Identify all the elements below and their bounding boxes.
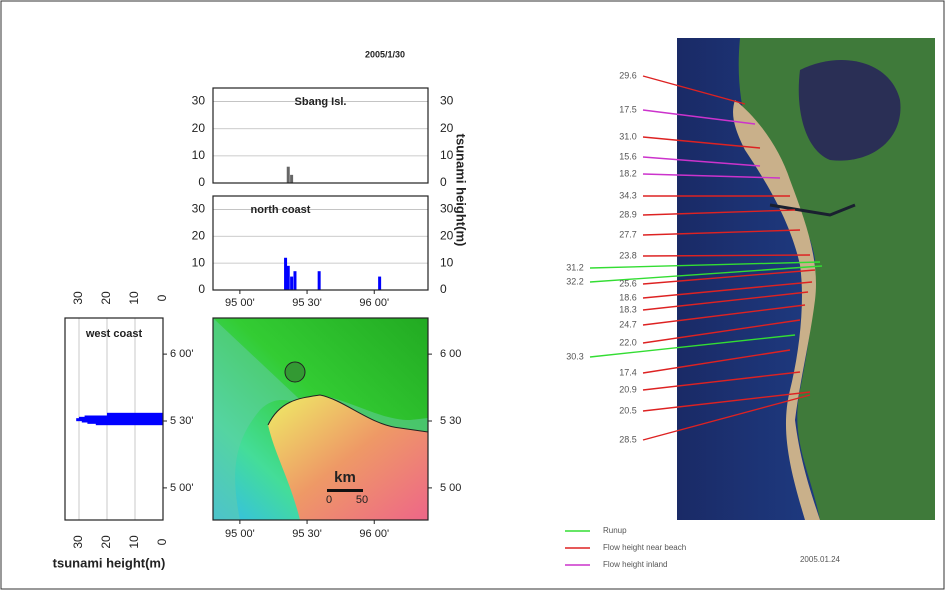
page: 2005/1/30 0 0 10 10 20 20 30 30 Sbang Isl. 0 0 10 10… bbox=[0, 0, 945, 590]
height-label: 15.6 bbox=[619, 151, 637, 161]
y2-tick-label: 10 bbox=[440, 148, 454, 162]
legend-label: Flow height near beach bbox=[603, 543, 686, 552]
height-label: 25.6 bbox=[619, 278, 637, 288]
y-tick-label: 30 bbox=[192, 94, 206, 108]
height-label: 31.0 bbox=[619, 131, 637, 141]
y-tick-label: 10 bbox=[192, 255, 206, 269]
bar bbox=[287, 167, 290, 183]
scale-bar bbox=[327, 489, 363, 492]
x-tick-label: 96 00' bbox=[359, 297, 389, 309]
bar bbox=[318, 271, 321, 290]
y-tick-label: 6 00 bbox=[440, 348, 461, 360]
height-label: 20.5 bbox=[619, 405, 637, 415]
x-tick-label-bottom: 10 bbox=[127, 535, 141, 549]
bar bbox=[96, 422, 163, 425]
y-tick-label: 6 00' bbox=[170, 348, 194, 360]
y-tick-label: 5 30 bbox=[440, 415, 461, 427]
y-tick-label: 30 bbox=[192, 202, 206, 216]
height-label: 28.9 bbox=[619, 209, 637, 219]
bar bbox=[290, 277, 293, 290]
x-tick-label: 95 30' bbox=[292, 297, 322, 309]
bar bbox=[107, 413, 163, 416]
legend-label: Flow height inland bbox=[603, 560, 667, 569]
bar bbox=[284, 258, 287, 290]
map-image bbox=[213, 318, 428, 520]
height-label: 28.5 bbox=[619, 434, 637, 444]
height-label: 17.4 bbox=[619, 367, 637, 377]
scale-label: 0 bbox=[326, 494, 332, 506]
x-tick-label-top: 20 bbox=[99, 291, 113, 305]
y2-tick-label: 0 bbox=[440, 282, 447, 296]
height-label: 24.7 bbox=[619, 319, 637, 329]
panel-title: Sbang Isl. bbox=[295, 96, 347, 108]
x-tick-label-bottom: 30 bbox=[71, 535, 85, 549]
height-label: 18.2 bbox=[619, 168, 637, 178]
y-tick-label: 5 00 bbox=[440, 482, 461, 494]
y-tick-label: 20 bbox=[192, 121, 206, 135]
satellite-image bbox=[677, 38, 935, 520]
height-label: 20.9 bbox=[619, 384, 637, 394]
x-tick-label-top: 10 bbox=[127, 291, 141, 305]
y-tick-label: 0 bbox=[198, 282, 205, 296]
panel-title: north coast bbox=[251, 204, 311, 216]
height-label: 18.6 bbox=[619, 292, 637, 302]
x-axis-label: tsunami height(m) bbox=[53, 555, 166, 570]
x-tick-label: 95 00' bbox=[225, 297, 255, 309]
bar bbox=[293, 271, 296, 290]
y-tick-label: 5 00' bbox=[170, 482, 194, 494]
date: 2005/1/30 bbox=[365, 49, 405, 59]
height-label: 22.0 bbox=[619, 337, 637, 347]
bar bbox=[290, 175, 293, 183]
y-axis-label: tsunami height(m) bbox=[454, 134, 469, 247]
figure: 2005/1/30 0 0 10 10 20 20 30 30 Sbang Isl. 0 0 10 10… bbox=[0, 0, 945, 590]
height-label: 23.8 bbox=[619, 250, 637, 260]
y2-tick-label: 20 bbox=[440, 121, 454, 135]
height-label: 31.2 bbox=[566, 262, 584, 272]
bar bbox=[378, 277, 381, 290]
y2-tick-label: 10 bbox=[440, 255, 454, 269]
x-tick-label: 95 00' bbox=[225, 528, 255, 540]
panel-title: west coast bbox=[85, 328, 143, 340]
height-label: 32.2 bbox=[566, 276, 584, 286]
x-tick-label-top: 30 bbox=[71, 291, 85, 305]
height-label: 18.3 bbox=[619, 304, 637, 314]
height-label: 34.3 bbox=[619, 190, 637, 200]
satellite-date: 2005.01.24 bbox=[800, 555, 841, 564]
y2-tick-label: 0 bbox=[440, 175, 447, 189]
legend-label: Runup bbox=[603, 526, 627, 535]
height-label: 29.6 bbox=[619, 70, 637, 80]
bar bbox=[287, 266, 290, 290]
y2-tick-label: 20 bbox=[440, 228, 454, 242]
y-tick-label: 20 bbox=[192, 228, 206, 242]
height-label: 17.5 bbox=[619, 104, 637, 114]
x-tick-label-bottom: 20 bbox=[99, 535, 113, 549]
y-tick-label: 5 30' bbox=[170, 415, 194, 427]
y-tick-label: 10 bbox=[192, 148, 206, 162]
measure-line bbox=[643, 255, 810, 256]
x-tick-label: 95 30' bbox=[292, 528, 322, 540]
height-label: 27.7 bbox=[619, 229, 637, 239]
height-label: 30.3 bbox=[566, 351, 584, 361]
y-tick-label: 0 bbox=[198, 175, 205, 189]
y2-tick-label: 30 bbox=[440, 94, 454, 108]
scale-label: 50 bbox=[356, 494, 368, 506]
x-tick-label-bottom: 0 bbox=[155, 538, 169, 545]
x-tick-label-top: 0 bbox=[155, 294, 169, 301]
x-tick-label: 96 00' bbox=[359, 528, 389, 540]
scale-unit: km bbox=[334, 469, 356, 486]
y2-tick-label: 30 bbox=[440, 202, 454, 216]
